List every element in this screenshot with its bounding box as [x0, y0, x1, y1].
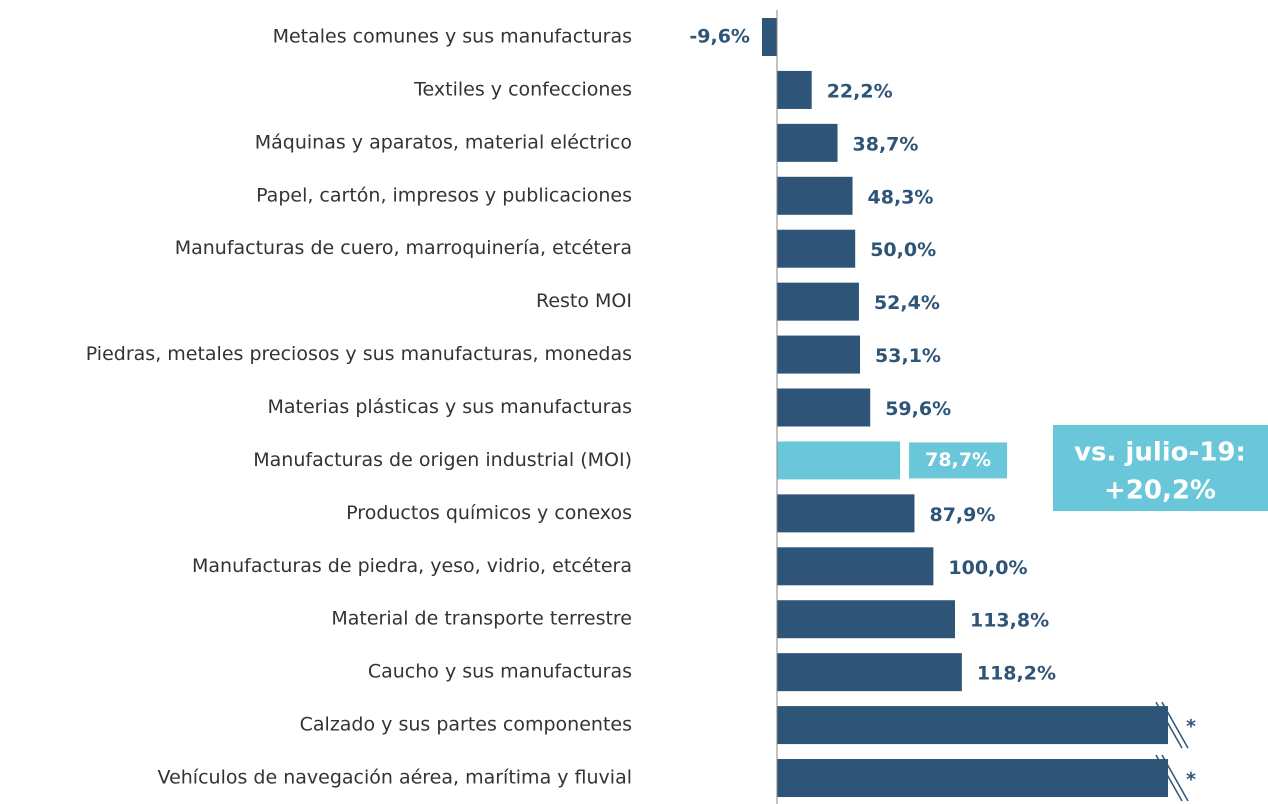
value-label: 52,4% — [874, 292, 940, 314]
value-label: 50,0% — [870, 239, 936, 261]
category-label: Vehículos de navegación aérea, marítima … — [158, 767, 632, 789]
category-label: Metales comunes y sus manufacturas — [273, 26, 632, 48]
category-label: Caucho y sus manufacturas — [368, 661, 632, 683]
value-label: 113,8% — [970, 610, 1049, 632]
bar — [761, 18, 777, 56]
bar — [776, 441, 901, 480]
category-label: Papel, cartón, impresos y publicaciones — [256, 184, 632, 206]
category-label: Textiles y confecciones — [413, 78, 632, 100]
bar — [776, 335, 861, 374]
bar — [776, 123, 838, 162]
category-label: Manufacturas de origen industrial (MOI) — [253, 449, 632, 471]
value-label: 38,7% — [853, 133, 919, 155]
bar — [776, 282, 859, 321]
bar — [776, 706, 1168, 745]
value-label: 87,9% — [929, 504, 995, 526]
category-label: Resto MOI — [536, 290, 632, 312]
break-mark — [1155, 754, 1183, 802]
category-label: Materias plásticas y sus manufacturas — [267, 396, 632, 418]
annotation-box — [1053, 425, 1268, 511]
category-label: Calzado y sus partes componentes — [300, 714, 632, 736]
break-mark — [1161, 754, 1189, 802]
bar — [776, 759, 1168, 798]
bar — [776, 70, 812, 109]
annotation-text: vs. julio-19: — [1074, 438, 1246, 468]
bar — [776, 388, 871, 427]
category-label: Productos químicos y conexos — [346, 502, 632, 524]
bar — [776, 229, 856, 268]
value-label: 48,3% — [868, 186, 934, 208]
break-mark — [1155, 701, 1183, 749]
value-label: 53,1% — [875, 345, 941, 367]
category-label: Manufacturas de piedra, yeso, vidrio, et… — [192, 555, 632, 577]
bar — [776, 176, 853, 215]
value-label: -9,6% — [689, 26, 750, 48]
value-label: * — [1186, 769, 1196, 791]
value-label: 100,0% — [948, 557, 1027, 579]
category-label: Máquinas y aparatos, material eléctrico — [255, 131, 632, 153]
break-mark — [1161, 701, 1189, 749]
value-label: 22,2% — [827, 80, 893, 102]
bar — [776, 600, 955, 639]
category-label: Manufacturas de cuero, marroquinería, et… — [175, 237, 632, 259]
annotation-text: +20,2% — [1104, 476, 1216, 506]
value-label: * — [1186, 716, 1196, 738]
value-label: 59,6% — [885, 398, 951, 420]
bar — [776, 494, 915, 533]
category-label: Material de transporte terrestre — [331, 608, 632, 630]
value-label: 78,7% — [925, 449, 991, 471]
value-label-box — [909, 442, 1008, 479]
value-label: 118,2% — [977, 663, 1056, 685]
bar — [776, 547, 934, 586]
bar — [776, 653, 962, 692]
category-label: Piedras, metales preciosos y sus manufac… — [86, 343, 632, 365]
